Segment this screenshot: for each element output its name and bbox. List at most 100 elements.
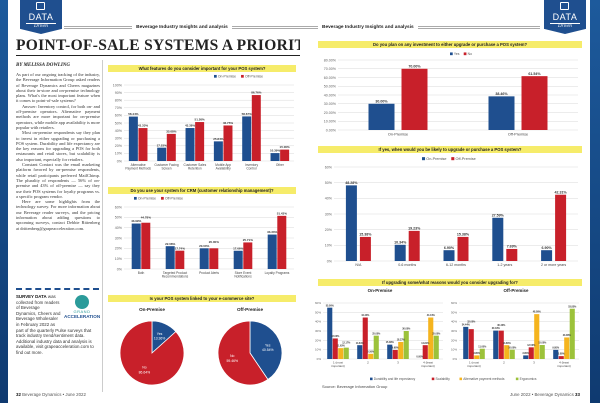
data-label: 3.85%: [522, 352, 530, 355]
bar-on-premise: [541, 250, 553, 261]
data-label: 19.23%: [408, 226, 421, 230]
column-divider: [102, 60, 103, 392]
y-tick-label: 90%: [115, 91, 123, 95]
bar-durability-and-life-expectancy: [357, 345, 363, 359]
x-tick-label: 2 or more years: [541, 263, 566, 267]
bar-on-premise: [492, 217, 504, 261]
legend-label: Off-Premise: [245, 75, 263, 79]
y-tick-label: 40%: [115, 226, 123, 230]
y-tick-label: 50%: [315, 310, 321, 314]
bar-scalability: [558, 356, 564, 359]
legend-swatch: [450, 52, 453, 56]
pie-slice-label: No: [142, 366, 146, 370]
pie-slice-label: Yes: [265, 343, 271, 347]
data-label: 15.00%: [280, 145, 291, 149]
x-tick-label: important): [467, 364, 481, 368]
y-tick-label: 60%: [451, 301, 457, 305]
y-tick-label: 0%: [117, 267, 123, 271]
y-tick-label: 20%: [451, 338, 457, 342]
pie-slice-value: 59.46%: [227, 359, 239, 363]
y-tick-label: 20%: [115, 247, 123, 251]
bar-off-premise: [175, 250, 185, 269]
data-label: 30.40%: [497, 324, 506, 327]
data-label: 23.08%: [563, 334, 572, 337]
chart-when: On-Premise Off-Premise 0% 10% 20% 30% 40% 50% 60…: [325, 157, 578, 267]
x-tick-label: 0-6 months: [398, 263, 416, 267]
running-header-text: Beverage Industry Insights and analysis: [322, 24, 414, 30]
paragraph: Constant Contact was the email marketing…: [16, 162, 100, 199]
bar-on-premise: [233, 250, 243, 269]
y-tick-label: 20%: [315, 338, 321, 342]
y-tick-label: 30%: [451, 329, 457, 333]
bar-on-premise: [394, 244, 406, 261]
data-label: 6.90%: [444, 246, 455, 250]
bar-on-premise: [157, 147, 167, 161]
x-tick-label: 2: [503, 361, 505, 365]
x-tick-label: Both: [138, 271, 145, 275]
y-tick-label: 50%: [115, 121, 123, 125]
x-tick-label: Retention: [188, 167, 202, 171]
data-label: 43.33%: [138, 124, 149, 128]
data-label: 46.75%: [223, 121, 234, 125]
bar-off-premise: [359, 236, 371, 261]
legend-swatch: [241, 74, 244, 78]
bar-on-premise: [213, 141, 223, 161]
bar-alternative-payment-methods: [368, 353, 374, 359]
data-label: 5.56%: [367, 350, 375, 353]
data-label: 7.69%: [507, 245, 518, 249]
running-header: Beverage Industry Insights and analysis: [300, 23, 540, 31]
bar-off-premise: [555, 194, 567, 261]
x-tick-label: Payment Methods: [125, 167, 151, 171]
data-label: 25.71%: [243, 238, 254, 242]
bar-off-premise: [209, 248, 219, 269]
data-label: 43.99%: [131, 219, 142, 223]
badge-subtitle: Driven: [550, 23, 580, 30]
panel-title: Off-Premise: [504, 288, 529, 293]
chart-title-invest: Do you plan on any investment to either …: [318, 41, 582, 48]
data-driven-badge: DATA Driven: [544, 0, 586, 34]
x-tick-label: Availability: [216, 167, 231, 171]
bar-on-premise: [345, 185, 357, 261]
bar-ergonomics: [539, 345, 545, 359]
data-label: 10.00%: [508, 346, 517, 349]
bar-alternative-payment-methods: [428, 317, 434, 359]
y-tick-label: 30%: [115, 236, 123, 240]
page-edge-decoration: [590, 0, 600, 403]
x-tick-label: Customer Facing: [154, 163, 178, 167]
bar-ergonomics: [569, 308, 575, 359]
y-tick-label: 40%: [325, 197, 333, 201]
bar-off-premise: [138, 128, 148, 161]
page-number: 32: [16, 392, 21, 397]
bar-off-premise: [408, 230, 420, 261]
y-tick-label: 10%: [315, 348, 321, 352]
pie-slice-no: [119, 320, 185, 386]
bar-off-premise: [141, 222, 151, 269]
bar-durability-and-life-expectancy: [463, 326, 469, 359]
y-tick-label: 20.00%: [324, 111, 337, 115]
bar-off-premise: [251, 95, 261, 161]
legend-label: Scalability: [436, 377, 451, 381]
data-label: 25.00%: [372, 332, 381, 335]
y-tick-label: 60%: [325, 165, 333, 169]
legend-swatch: [431, 377, 435, 381]
bar-durability-and-life-expectancy: [523, 355, 529, 359]
bar-scalability: [498, 330, 504, 359]
chart-source: Source: Beverage Information Group: [322, 384, 388, 389]
data-label: 17.74%: [175, 246, 186, 250]
y-tick-label: 50%: [115, 216, 123, 220]
data-label: 6.90%: [541, 246, 552, 250]
chart-title-crm: Do you use your system for CRM (customer…: [108, 187, 296, 194]
x-tick-label: Product Alerts: [199, 271, 219, 275]
data-label: 10.34%: [394, 240, 407, 244]
x-tick-label: 1-2 years: [497, 263, 512, 267]
data-label: 18.27%: [397, 339, 406, 342]
byline: BY MELISSA DOWLING: [16, 63, 70, 68]
bar-alternative-payment-methods: [534, 314, 540, 359]
bar-scalability: [362, 317, 368, 359]
y-tick-label: 10.00%: [324, 120, 337, 124]
bar-on-premise: [242, 116, 252, 161]
x-tick-label: important): [557, 364, 571, 368]
page-edge-decoration: [0, 0, 8, 403]
x-tick-label: Loyalty Programs: [265, 271, 290, 275]
